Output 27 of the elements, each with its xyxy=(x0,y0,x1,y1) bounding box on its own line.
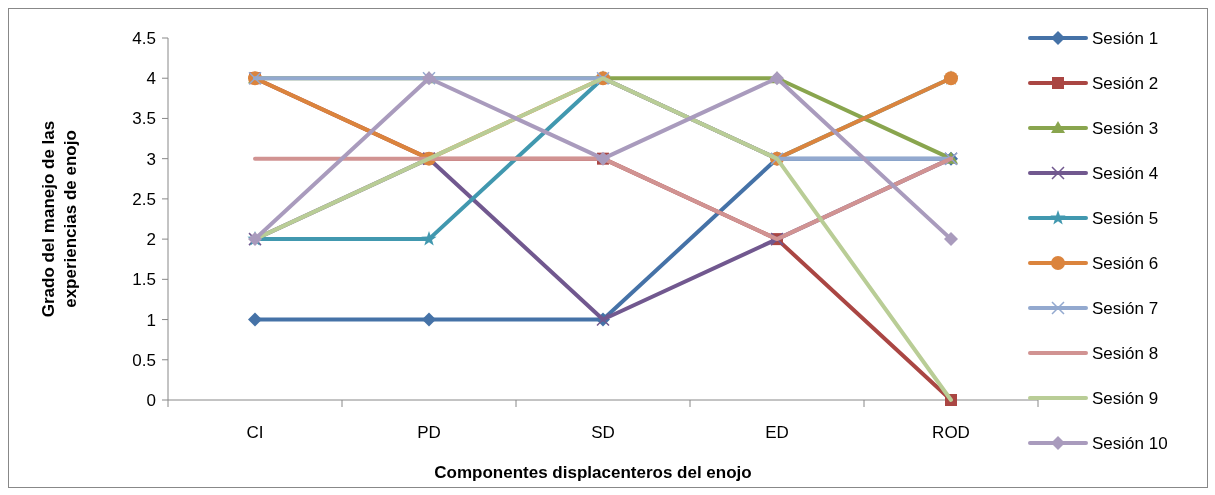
x-tick-label: ED xyxy=(765,423,789,442)
y-tick-label: 3.5 xyxy=(132,109,156,129)
legend-label: Sesión 3 xyxy=(1092,118,1159,138)
x-tick-label: ROD xyxy=(932,423,970,442)
legend-label: Sesión 4 xyxy=(1092,163,1159,183)
legend-label: Sesión 8 xyxy=(1092,343,1159,363)
y-tick-label: 0.5 xyxy=(132,350,156,370)
x-axis-title: Componentes displacenteros del enojo xyxy=(434,463,752,482)
y-tick-label: 0 xyxy=(146,390,156,410)
y-tick-label: 1 xyxy=(146,310,156,330)
legend-label: Sesión 1 xyxy=(1092,28,1159,48)
y-axis-title: Grado del manejo de las experiencias de enojo xyxy=(39,120,80,318)
y-tick-label: 2.5 xyxy=(132,189,156,209)
y-tick-label: 4.5 xyxy=(132,28,156,48)
y-tick-label: 1.5 xyxy=(132,270,156,290)
x-tick-label: CI xyxy=(246,423,264,442)
y-tick-label: 4 xyxy=(146,69,156,89)
x-tick-label: PD xyxy=(417,423,441,442)
legend-label: Sesión 9 xyxy=(1092,388,1159,408)
legend-label: Sesión 2 xyxy=(1092,73,1159,93)
legend-label: Sesión 10 xyxy=(1092,433,1168,453)
y-tick-label: 2 xyxy=(146,230,156,250)
y-tick-label: 3 xyxy=(146,149,156,169)
x-tick-label: SD xyxy=(591,423,615,442)
legend-label: Sesión 5 xyxy=(1092,208,1159,228)
legend-label: Sesión 7 xyxy=(1092,298,1159,318)
legend-label: Sesión 6 xyxy=(1092,253,1159,273)
